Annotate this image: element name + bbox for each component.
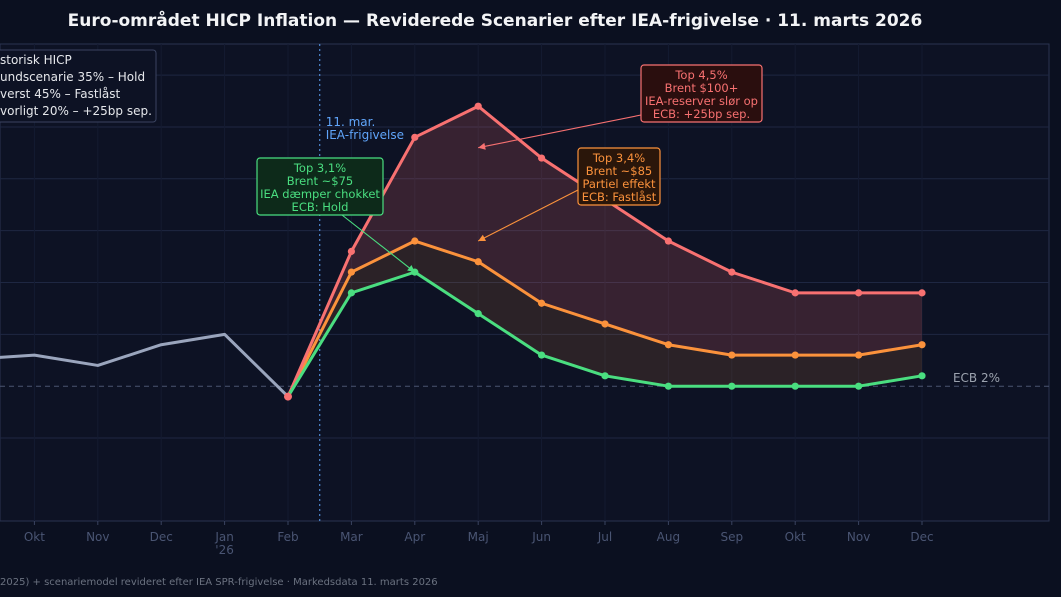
annotation-line-adverse: Top 3,4% (592, 151, 645, 165)
x-tick-label: Dec (910, 530, 933, 544)
data-point-base (474, 310, 482, 318)
x-tick-label: Nov (86, 530, 109, 544)
annotation-arrow-adverse (477, 189, 579, 242)
data-point-severe (664, 237, 673, 245)
annotation-line-base: ECB: Hold (292, 200, 349, 214)
data-point-base (347, 289, 355, 297)
x-tick-label: Okt (24, 530, 45, 544)
ecb-target-label: ECB 2% (953, 371, 1000, 385)
data-point-base (918, 372, 926, 380)
data-point-adverse (538, 299, 546, 307)
legend: storisk HICP undscenarie 35% – Hold verst … (0, 49, 157, 123)
data-point-severe (538, 154, 546, 162)
x-tick-label: Sep (720, 530, 743, 544)
data-point-severe (918, 289, 926, 297)
gridlines (0, 44, 1049, 521)
data-point-base (855, 382, 863, 390)
annotation-line-severe: ECB: +25bp sep. (653, 107, 750, 121)
data-point-adverse (791, 351, 799, 359)
series-markers (284, 102, 926, 401)
annotation-arrowhead-base (407, 265, 415, 273)
annotation-arrow-base (341, 214, 416, 273)
legend-box (0, 49, 157, 123)
data-point-base (728, 382, 736, 390)
data-point-adverse (664, 341, 673, 349)
legend-entry: verst 45% – Fastlåst (0, 87, 121, 101)
data-point-base (791, 382, 799, 390)
x-tick-label: Jul (597, 530, 612, 544)
data-point-feb-start (284, 392, 292, 401)
data-point-severe (347, 247, 355, 255)
x-tick-label-year: '26 (215, 543, 234, 557)
annotation-line-adverse: ECB: Fastlåst (582, 190, 657, 204)
data-point-severe (411, 133, 419, 141)
annotation-line-adverse: Brent ~$85 (586, 164, 652, 178)
series-line-historical (0, 332, 290, 399)
band-base-adverse (288, 241, 922, 397)
reference-lines: ECB 2% 11. mar.IEA-frigivelse (0, 44, 1049, 521)
x-tick-label: Apr (404, 530, 425, 544)
chart-title: Euro-området HICP Inflation — Reviderede… (68, 9, 923, 31)
data-point-adverse (411, 237, 419, 245)
x-tick-label: Nov (847, 530, 870, 544)
annotation-line-base: IEA dæmper chokket (260, 187, 380, 201)
x-tick-label: Mar (340, 530, 363, 544)
data-point-base (664, 382, 673, 390)
annotation-arrowhead-adverse (478, 234, 487, 242)
band-adverse-severe (288, 106, 922, 397)
x-tick-label: Jan (214, 530, 234, 544)
annotation-line-severe: IEA-reserver slør op (645, 94, 758, 108)
data-point-adverse (855, 351, 863, 359)
annotation-line-base: Top 3,1% (293, 161, 346, 175)
x-tick-label: Maj (468, 530, 489, 544)
annotation-arrowhead-severe (478, 142, 486, 150)
data-point-adverse (728, 351, 736, 359)
data-point-severe (728, 268, 736, 276)
x-tick-label: Dec (150, 530, 173, 544)
release-marker-label: IEA-frigivelse (326, 128, 404, 142)
data-point-severe (791, 289, 799, 297)
x-axis-ticks: Okt Nov Dec Jan'26 Feb Mar Apr Maj Jun Jul Aug Sep O… (24, 521, 934, 557)
annotation-line-adverse: Partiel effekt (582, 177, 656, 191)
data-point-adverse (474, 258, 482, 266)
data-point-base (601, 372, 609, 380)
data-point-adverse (918, 341, 926, 349)
data-point-base (538, 351, 546, 359)
annotation-box-severe (640, 64, 763, 123)
legend-entry: vorligt 20% – +25bp sep. (0, 104, 152, 118)
annotation-box-adverse (577, 147, 661, 206)
data-point-adverse (601, 320, 609, 328)
release-marker-date: 11. mar. (326, 115, 376, 129)
x-tick-label: Jun (531, 530, 551, 544)
legend-entry: storisk HICP (0, 53, 72, 67)
data-point-adverse (347, 268, 355, 276)
scenario-bands (288, 106, 922, 397)
annotation-box-base (256, 157, 384, 216)
annotation-line-severe: Top 4,5% (674, 68, 727, 82)
footer-source-text: 2025) + scenariemodel revideret efter IE… (0, 577, 438, 588)
annotation-line-base: Brent ~$75 (287, 174, 353, 188)
x-tick-label: Okt (785, 530, 806, 544)
data-point-severe (474, 102, 482, 110)
annotation-arrow-severe (478, 114, 642, 149)
annotation-severe: Top 4,5%Brent $100+IEA-reserver slør opE… (478, 64, 763, 150)
annotation-line-severe: Brent $100+ (665, 81, 739, 95)
data-point-severe (855, 289, 863, 297)
legend-entry: undscenarie 35% – Hold (0, 70, 145, 84)
x-tick-label: Feb (277, 530, 298, 544)
x-tick-label: Aug (657, 530, 680, 544)
